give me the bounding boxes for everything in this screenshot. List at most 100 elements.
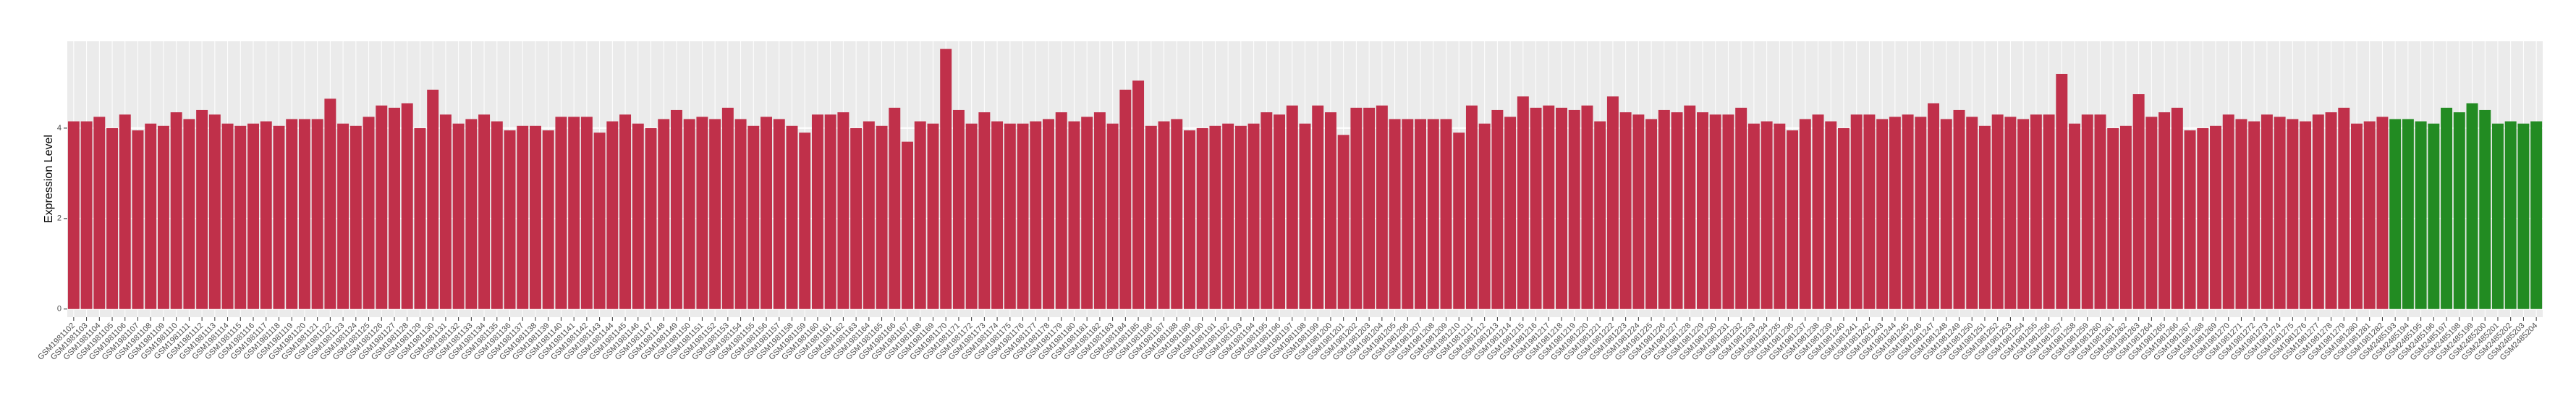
bar xyxy=(2107,127,2119,309)
bar xyxy=(1286,105,1298,309)
bar xyxy=(2132,94,2145,309)
bar xyxy=(1312,105,1324,309)
bar xyxy=(1491,109,1504,309)
bar xyxy=(2479,109,2491,309)
bar xyxy=(1606,96,1619,309)
bar xyxy=(1991,114,2004,309)
bar xyxy=(1761,121,1773,309)
y-tick-label: 4 xyxy=(57,124,62,133)
bar xyxy=(273,125,285,309)
bar xyxy=(2210,125,2221,309)
bar xyxy=(2491,123,2504,309)
bar xyxy=(157,125,169,309)
bar xyxy=(2300,121,2312,309)
bar xyxy=(2248,121,2261,309)
bar xyxy=(1274,114,1286,309)
bar xyxy=(965,123,978,309)
bar xyxy=(1145,125,1157,309)
bar xyxy=(1787,130,1799,309)
bar xyxy=(1581,105,1593,309)
bar xyxy=(234,125,247,309)
bar xyxy=(1543,105,1555,309)
bar xyxy=(414,127,426,309)
bar xyxy=(337,123,349,309)
bar xyxy=(2043,114,2055,309)
bar xyxy=(683,119,695,309)
bar xyxy=(452,123,465,309)
bar xyxy=(1504,117,1517,309)
bar xyxy=(1928,103,1940,309)
bar xyxy=(465,119,478,309)
bar xyxy=(260,121,272,309)
bar xyxy=(1402,119,1414,309)
bar xyxy=(2197,127,2209,309)
bar xyxy=(530,125,541,309)
bar xyxy=(93,117,106,309)
bar xyxy=(1915,117,1927,309)
bar xyxy=(1337,135,1350,309)
bar xyxy=(1876,119,1889,309)
bar xyxy=(760,117,773,309)
bar xyxy=(2056,73,2068,309)
bar xyxy=(1004,123,1016,309)
bar xyxy=(221,123,234,309)
bar xyxy=(208,114,221,309)
bar xyxy=(2376,117,2389,309)
bar xyxy=(1017,123,1029,309)
bar xyxy=(1825,121,1837,309)
bar xyxy=(1978,125,1991,309)
bar xyxy=(1709,114,1721,309)
bar xyxy=(1530,107,1542,309)
bar xyxy=(1196,127,1208,309)
bar xyxy=(2261,114,2273,309)
bar xyxy=(658,119,670,309)
bar xyxy=(145,123,157,309)
bar xyxy=(2504,121,2517,309)
bar xyxy=(1350,107,1363,309)
bar xyxy=(1645,119,1658,309)
y-tick-label: 0 xyxy=(57,305,62,314)
bar xyxy=(1068,121,1080,309)
bar xyxy=(721,107,734,309)
bar xyxy=(1697,112,1708,309)
bar xyxy=(1863,114,1876,309)
bar xyxy=(1735,107,1747,309)
bar xyxy=(889,107,901,309)
bar xyxy=(1684,105,1696,309)
bar xyxy=(2312,114,2324,309)
y-axis-title: Expression Level xyxy=(43,135,55,223)
bar xyxy=(824,114,836,309)
bar xyxy=(2119,125,2132,309)
bar xyxy=(504,130,516,309)
bar xyxy=(1106,123,1119,309)
bar xyxy=(1632,114,1645,309)
bar xyxy=(978,112,991,309)
bar xyxy=(2069,123,2080,309)
bar xyxy=(401,103,413,309)
bar xyxy=(2081,114,2093,309)
bar xyxy=(1043,119,1054,309)
bar xyxy=(709,119,721,309)
bar xyxy=(1747,123,1760,309)
bar xyxy=(1171,119,1183,309)
bar xyxy=(349,125,362,309)
bar xyxy=(1222,123,1234,309)
bar xyxy=(2530,121,2543,309)
bar xyxy=(2171,107,2183,309)
bar xyxy=(2389,119,2402,309)
bar xyxy=(619,114,632,309)
bar xyxy=(363,117,375,309)
bar xyxy=(439,114,452,309)
bar xyxy=(773,119,785,309)
bar xyxy=(1799,119,1811,309)
bar xyxy=(2158,112,2171,309)
bar xyxy=(1517,96,1529,309)
bar xyxy=(1966,117,1978,309)
bar xyxy=(2441,107,2453,309)
bar xyxy=(2094,114,2106,309)
y-tick-label: 2 xyxy=(57,214,62,223)
bar xyxy=(593,133,606,309)
bar xyxy=(1363,107,1376,309)
bar xyxy=(542,130,554,309)
bar xyxy=(837,112,850,309)
